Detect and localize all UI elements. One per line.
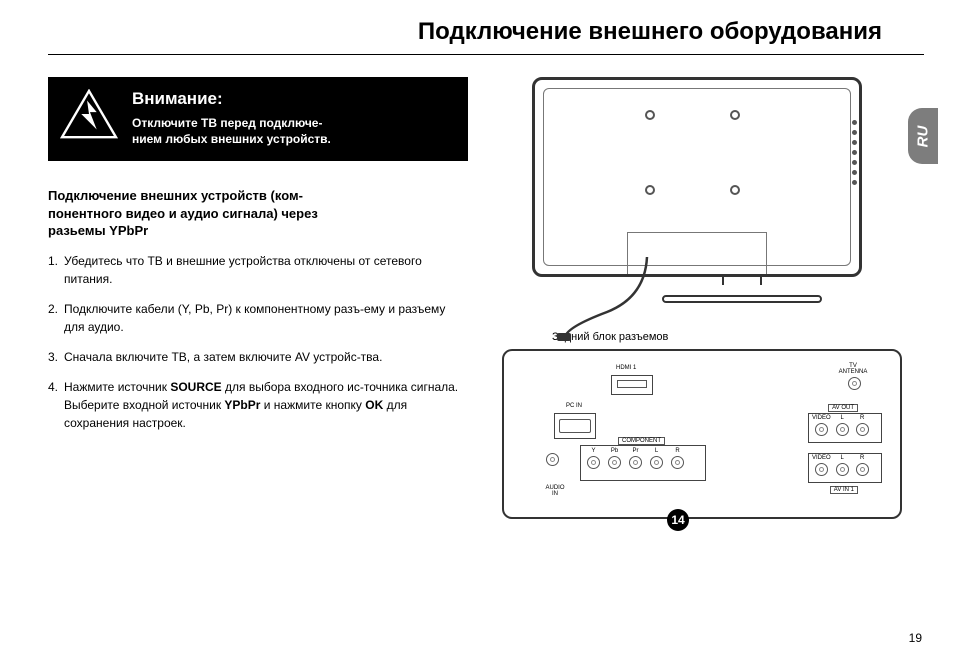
tv-rear-diagram: [532, 77, 862, 277]
step-item: 3. Сначала включите ТВ, а затем включите…: [48, 348, 468, 366]
pc-in-port: [554, 413, 596, 439]
lightning-warning-icon: [60, 89, 118, 141]
audio-in-port: [544, 451, 564, 468]
language-tab: RU: [908, 108, 938, 164]
warning-text: Внимание: Отключите ТВ перед подключе- н…: [132, 89, 331, 147]
content-area: Внимание: Отключите ТВ перед подключе- н…: [0, 55, 954, 519]
step-4-body: Нажмите источник SOURCE для выбора входн…: [64, 378, 468, 432]
step-item: 1. Убедитесь что ТВ и внешние устройства…: [48, 252, 468, 288]
component-ports: Y Pb Pr L R: [580, 445, 706, 481]
warning-box: Внимание: Отключите ТВ перед подключе- н…: [48, 77, 468, 161]
port-label-avin: AV IN 1: [830, 486, 858, 494]
diagram-number-badge: 14: [667, 509, 689, 531]
port-label-antenna: TV ANTENNA: [834, 363, 872, 375]
port-label-avout: AV OUT: [828, 404, 858, 412]
av-out-ports: VIDEO L R: [808, 413, 882, 443]
warning-body: Отключите ТВ перед подключе- нием любых …: [132, 115, 331, 147]
av-in-ports: VIDEO L R: [808, 453, 882, 483]
section-heading: Подключение внешних устройств (ком- поне…: [48, 187, 468, 240]
connector-panel: HDMI 1 PC IN AUDIO IN COMPONENT Y Pb Pr …: [502, 349, 902, 519]
page-title: Подключение внешнего оборудования: [48, 0, 924, 55]
right-column: Задний блок разъемов HDMI 1 PC IN AUDIO …: [492, 77, 912, 519]
left-column: Внимание: Отключите ТВ перед подключе- н…: [48, 77, 468, 519]
port-label-audioin: AUDIO IN: [542, 485, 568, 497]
step-item: 4. Нажмите источник SOURCE для выбора вх…: [48, 378, 468, 432]
port-label-component: COMPONENT: [618, 437, 665, 445]
step-item: 2. Подключите кабели (Y, Pb, Pr) к компо…: [48, 300, 468, 336]
antenna-port: [840, 375, 868, 392]
steps-list: 1. Убедитесь что ТВ и внешние устройства…: [48, 252, 468, 432]
hdmi-port: [611, 375, 653, 395]
page-number: 19: [909, 631, 922, 645]
port-label-pcin: PC IN: [566, 403, 582, 409]
power-cable-icon: [557, 257, 677, 347]
warning-heading: Внимание:: [132, 89, 331, 109]
port-label-hdmi: HDMI 1: [616, 365, 636, 371]
